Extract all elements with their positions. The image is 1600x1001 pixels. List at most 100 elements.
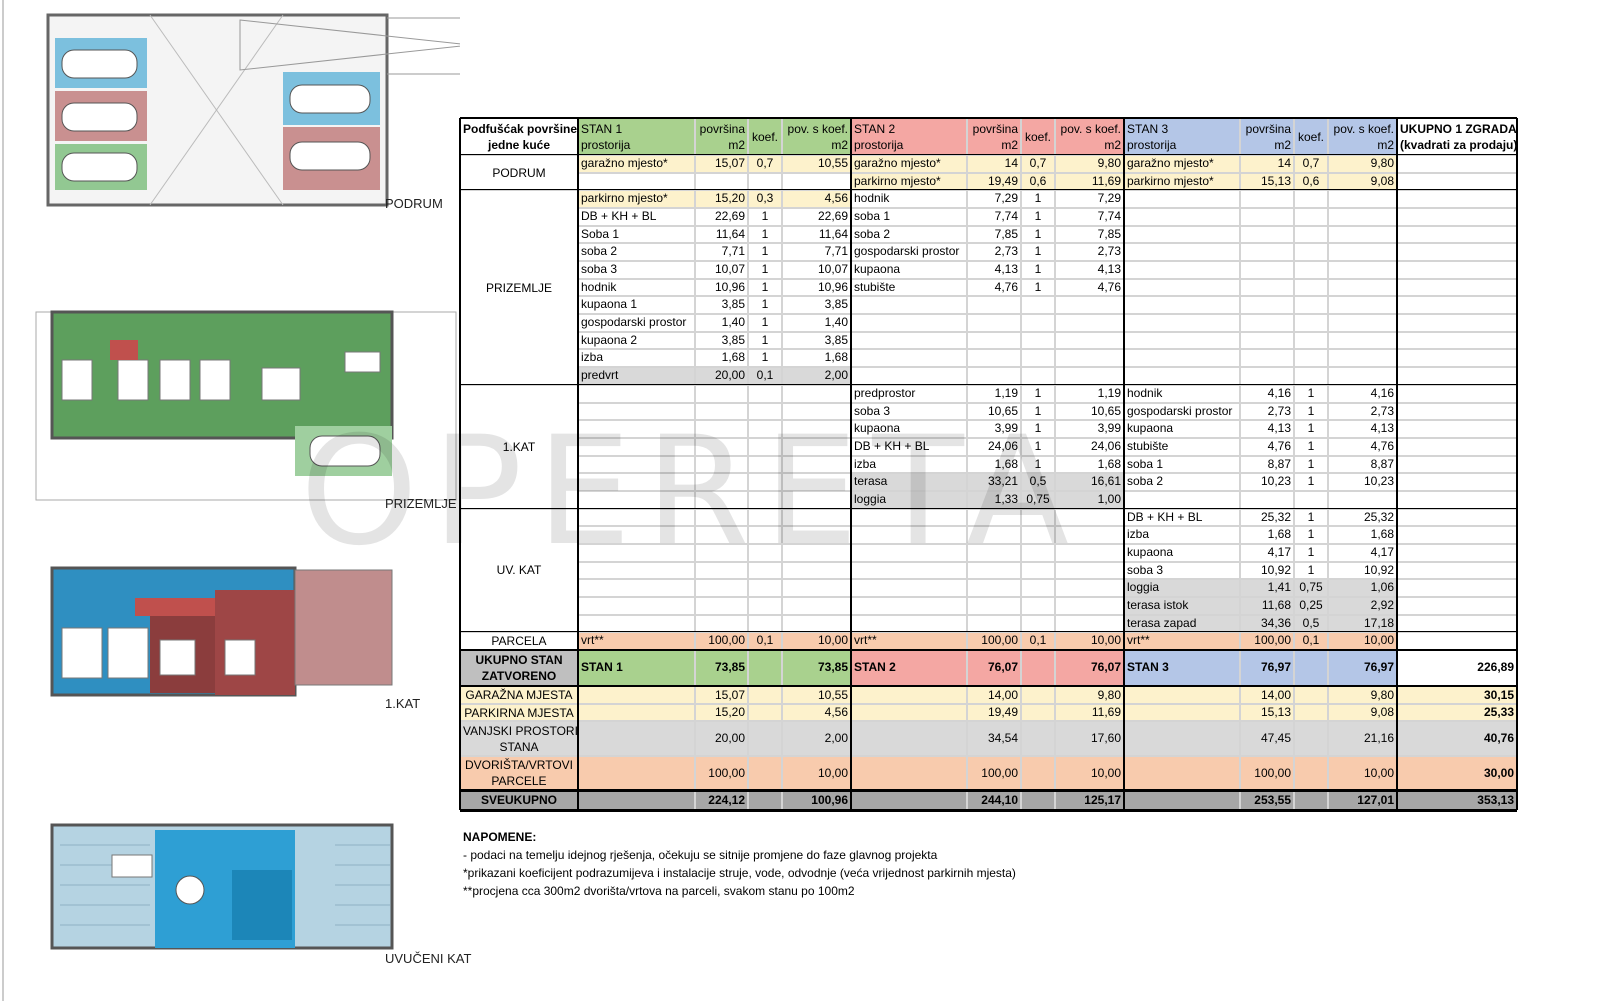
table-cell: 16,61	[1055, 473, 1124, 491]
plan-label: PODRUM	[385, 196, 443, 211]
table-cell: 4,13	[967, 261, 1021, 279]
empty-cell	[1328, 490, 1397, 509]
table-cell: 22,69	[782, 208, 851, 226]
cell-text: STAN 1	[581, 660, 623, 675]
cell-text: 76,97	[1260, 660, 1291, 675]
empty-cell	[782, 402, 851, 421]
cell-text: 1,68	[1370, 527, 1394, 542]
header-cell: pov. s koef. m2	[782, 118, 851, 155]
table-cell: 1	[1021, 384, 1055, 403]
table-cell: 1	[748, 261, 782, 279]
table-cell: parkirno mjesto*	[851, 172, 967, 191]
cell-text: 4,17	[1267, 544, 1291, 559]
empty-cell	[1124, 721, 1240, 756]
empty-cell	[1124, 278, 1240, 297]
table-cell: 1	[1021, 243, 1055, 262]
table-cell: 9,80	[1328, 155, 1397, 173]
empty-cell	[748, 402, 782, 421]
empty-cell	[1397, 543, 1517, 562]
empty-cell	[695, 437, 748, 456]
cell-text: prostorija	[581, 137, 631, 152]
table-cell: 1	[748, 314, 782, 332]
cell-text: 1	[1034, 209, 1042, 224]
table-cell: garažno mjesto*	[578, 155, 695, 173]
cell-text: gospodarski prostor	[1127, 403, 1233, 418]
table-cell: 0,5	[1294, 614, 1328, 633]
empty-cell	[851, 526, 967, 544]
cell-text: 4,76	[1097, 279, 1121, 294]
table-cell: 1,06	[1328, 579, 1397, 597]
empty-cell	[1294, 296, 1328, 315]
cell-text: 7,71	[721, 244, 745, 259]
cell-text: loggia	[1127, 580, 1160, 595]
table-cell: 8,87	[1240, 455, 1294, 474]
cell-text: ZATVORENO	[481, 669, 557, 683]
table-cell: 24,06	[967, 437, 1021, 456]
note-line: NAPOMENE:	[463, 830, 537, 844]
summary-cell: 76,97	[1328, 650, 1397, 686]
empty-cell	[695, 614, 748, 633]
empty-cell	[1124, 296, 1240, 315]
empty-cell	[782, 384, 851, 403]
table-cell: 15,20	[695, 190, 748, 209]
cell-text: 11,69	[1091, 173, 1121, 188]
cell-text: 11,64	[818, 226, 848, 241]
cell-text: 3,99	[994, 421, 1018, 436]
cell-text: 15,07	[714, 156, 745, 170]
table-cell: 0,75	[1294, 579, 1328, 597]
summary-total: 30,15	[1397, 686, 1517, 704]
empty-cell	[1397, 614, 1517, 633]
table-cell: 10,65	[967, 402, 1021, 421]
table-cell: terasa zapad	[1124, 614, 1240, 633]
empty-cell	[967, 331, 1021, 350]
empty-cell	[578, 172, 695, 191]
empty-cell	[1240, 208, 1294, 226]
plan-1kat	[50, 566, 393, 697]
cell-text: 10,00	[817, 633, 848, 648]
cell-text: 0,6	[1302, 173, 1320, 188]
cell-text: 100,00	[981, 766, 1018, 780]
table-cell: izba	[1124, 526, 1240, 544]
summary-cell: 34,54	[967, 721, 1021, 756]
empty-cell	[1328, 296, 1397, 315]
cell-text: 15,20	[714, 705, 745, 719]
cell-text: 9,08	[1370, 173, 1394, 188]
cell-text: 11,69	[1091, 705, 1121, 719]
cell-text: 0,7	[1302, 156, 1320, 170]
cell-text: 0,75	[1026, 491, 1050, 506]
table-cell: 11,64	[695, 225, 748, 244]
summary-cell: 2,00	[782, 721, 851, 756]
empty-cell	[1021, 314, 1055, 332]
cell-text: 1	[761, 262, 769, 277]
table-cell: 4,76	[967, 278, 1021, 297]
cell-text: 73,85	[714, 660, 745, 675]
cell-text: stubište	[854, 279, 896, 294]
empty-cell	[1021, 790, 1055, 810]
cell-text: 1,33	[994, 491, 1018, 506]
table-cell: 4,76	[1328, 437, 1397, 456]
empty-cell	[578, 721, 695, 756]
summary-cell: STAN 3	[1124, 650, 1240, 686]
cell-text: 25,32	[1260, 509, 1291, 524]
table-cell: garažno mjesto*	[851, 155, 967, 173]
empty-cell	[1055, 526, 1124, 544]
table-cell: 1,33	[967, 490, 1021, 509]
table-cell: 1,68	[1328, 526, 1397, 544]
table-cell: vrt**	[578, 632, 695, 651]
empty-cell	[1397, 155, 1517, 173]
summary-cell: 253,55	[1240, 790, 1294, 810]
cell-text: PRIZEMLJE	[485, 280, 552, 295]
empty-cell	[695, 420, 748, 438]
table-cell: 25,32	[1328, 508, 1397, 527]
empty-cell	[1240, 296, 1294, 315]
cell-text: 24,06	[987, 438, 1018, 453]
empty-cell	[782, 526, 851, 544]
cell-text: 1	[761, 332, 769, 347]
cell-text: 3,85	[824, 297, 848, 312]
cell-text: 1,19	[994, 385, 1018, 400]
header-cell: Podfušćak površine jedne kuće	[460, 118, 578, 155]
summary-cell: 11,69	[1055, 704, 1124, 721]
cell-text: kupaona	[1127, 421, 1174, 436]
cell-text: 224,12	[708, 793, 745, 807]
empty-cell	[1294, 190, 1328, 209]
